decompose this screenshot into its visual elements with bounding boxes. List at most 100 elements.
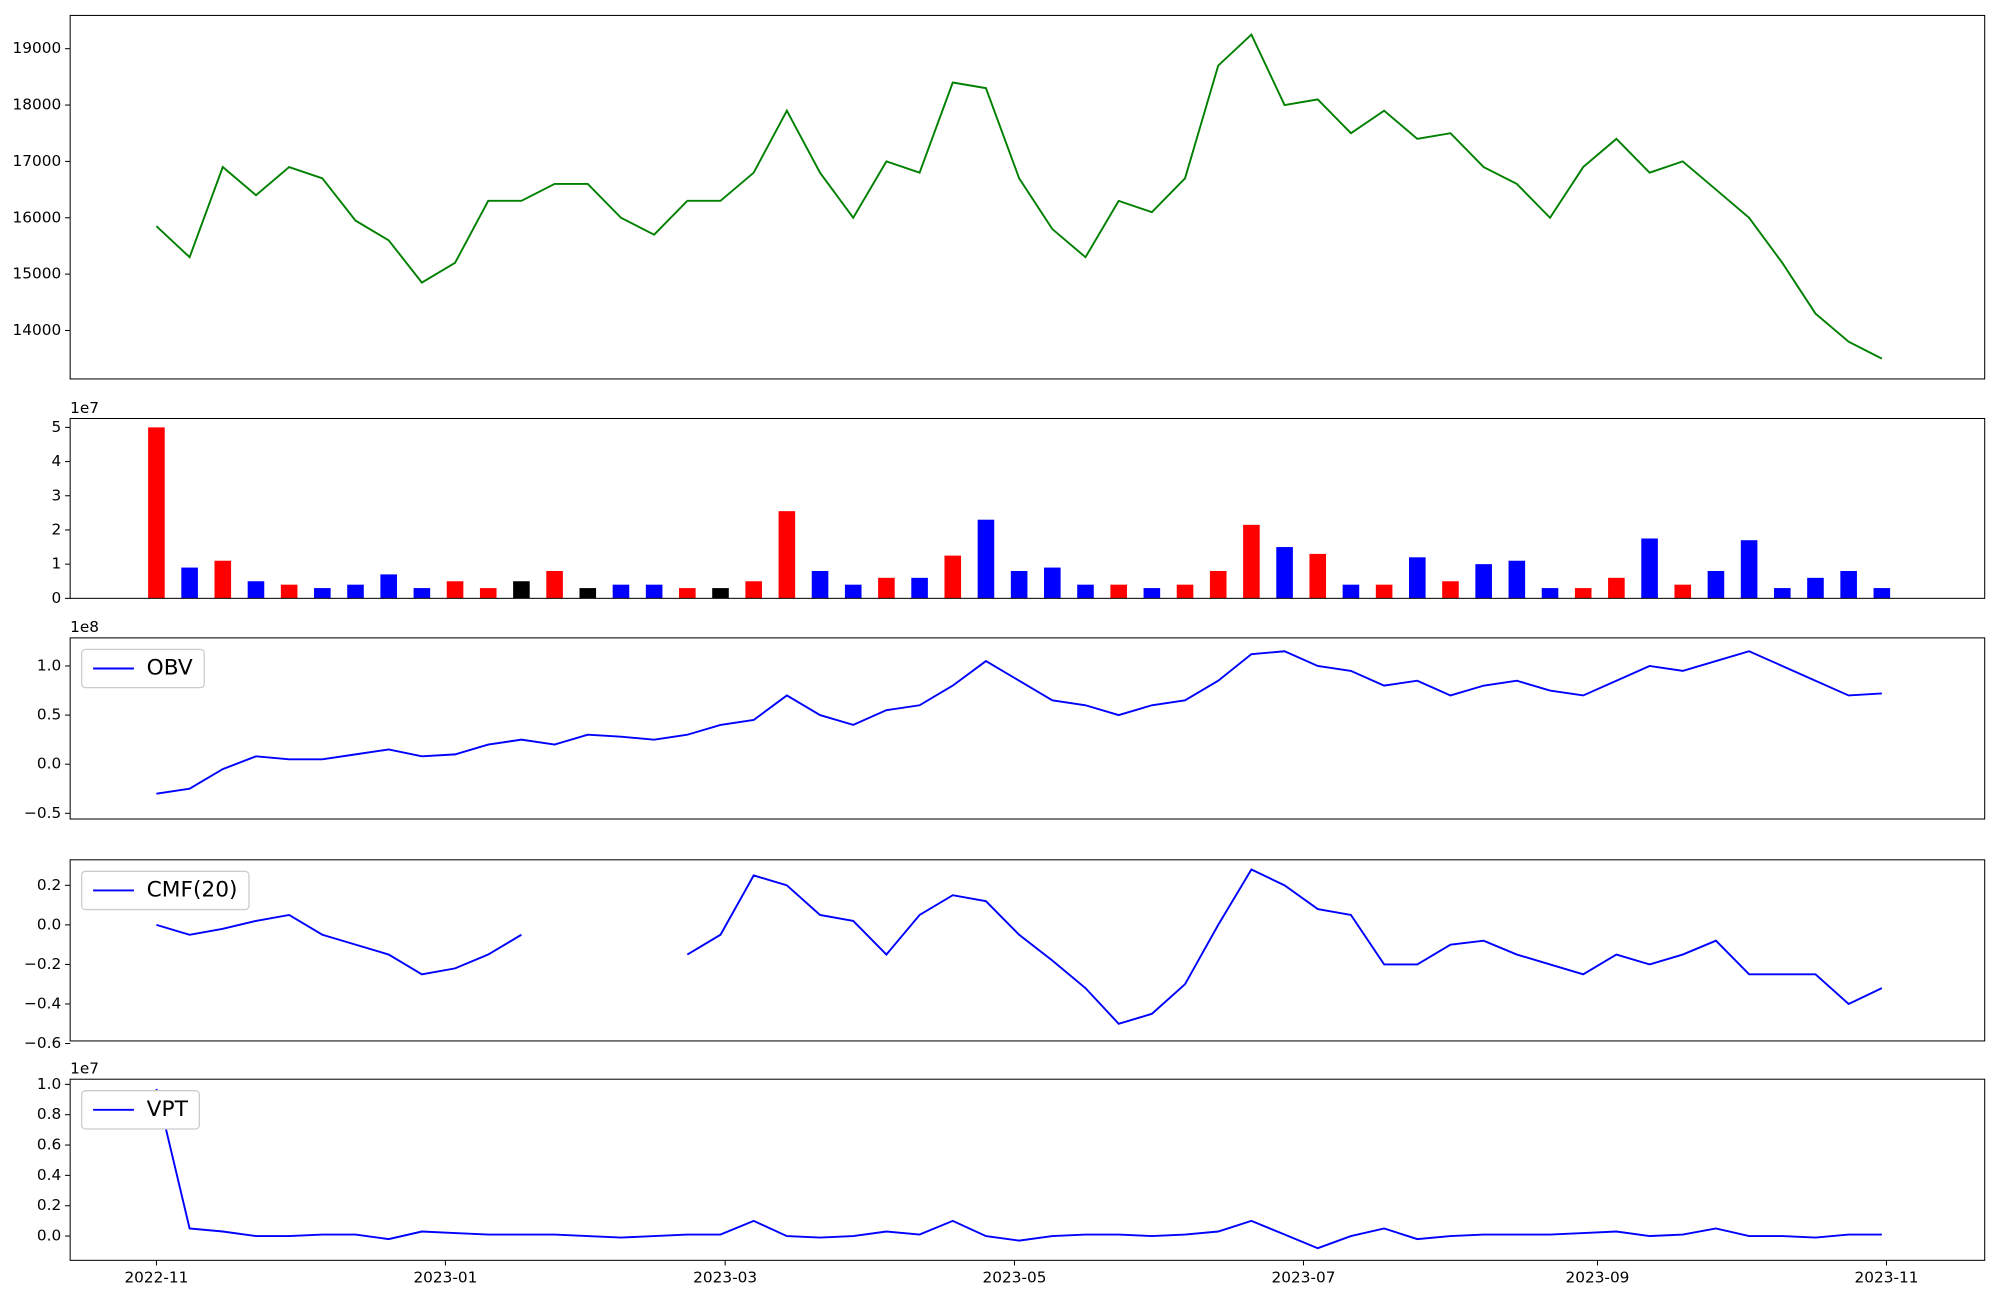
y-tick-label: 0: [51, 589, 61, 607]
volume-bar: [844, 584, 862, 599]
y-tick-label: −0.5: [24, 804, 61, 822]
plot-frame: [69, 859, 1986, 1042]
legend-box: [80, 1090, 200, 1130]
x-tick-label: 2023-01: [413, 1269, 477, 1287]
x-tick-label: 2023-07: [1272, 1269, 1336, 1287]
plot-area: [70, 418, 1985, 599]
plot-area: [70, 1079, 1985, 1261]
plot-frame: [69, 14, 1986, 380]
volume-bar: [479, 588, 497, 599]
volume-bar: [1740, 540, 1758, 599]
data-line: [156, 650, 1882, 795]
volume-bar: [1541, 588, 1559, 599]
legend-label: VPT: [147, 1097, 189, 1122]
y-tick-label: 17000: [13, 152, 62, 170]
y-tick-label: 0.4: [37, 1166, 61, 1184]
volume-bar: [347, 584, 364, 599]
volume-bar: [214, 560, 232, 599]
volume-bar: [1044, 567, 1061, 599]
y-tick-label: 0.2: [37, 876, 61, 894]
y-tick-label: 0.6: [37, 1136, 61, 1154]
volume-bar: [1243, 524, 1260, 599]
x-tick-label: 2023-03: [693, 1269, 757, 1287]
plot-area: [70, 15, 1985, 379]
volume-bar: [1807, 577, 1824, 599]
volume-bar: [1143, 588, 1161, 599]
y-tick-label: −0.6: [24, 1034, 61, 1052]
volume-bar: [1574, 588, 1592, 599]
axis-offset-label: 1e8: [70, 618, 99, 636]
y-tick-label: 0.2: [37, 1196, 61, 1214]
volume-bar: [1309, 553, 1327, 599]
y-tick-label: 1: [51, 555, 61, 573]
volume-bar: [878, 577, 895, 599]
volume-bar: [413, 588, 431, 599]
legend-label: OBV: [147, 655, 193, 680]
plot-area: [70, 859, 1985, 1041]
volume-bar: [1773, 588, 1791, 599]
volume-bar: [1508, 560, 1526, 599]
y-tick-label: 0.5: [37, 706, 61, 724]
y-tick-label: 0.8: [37, 1105, 61, 1123]
volume-bar: [1010, 570, 1028, 599]
volume-bar: [1077, 584, 1094, 599]
volume-bar: [1176, 584, 1194, 599]
volume-bar: [977, 519, 995, 599]
y-tick-label: 0.0: [37, 915, 61, 933]
y-tick-label: 2: [51, 520, 61, 538]
y-tick-label: 14000: [13, 321, 62, 339]
volume-bar: [1840, 570, 1857, 599]
legend-label: CMF(20): [147, 877, 238, 902]
volume-bar: [446, 581, 464, 599]
y-tick-label: 5: [51, 418, 61, 436]
volume-bar: [811, 570, 829, 599]
volume-bar: [612, 584, 630, 599]
y-tick-label: 0.0: [37, 1227, 61, 1245]
x-tick-label: 2022-11: [124, 1269, 188, 1287]
x-tick-label: 2023-05: [983, 1269, 1047, 1287]
volume-bar: [1276, 547, 1293, 599]
y-tick-label: 0.0: [37, 755, 61, 773]
volume-bar: [1873, 588, 1891, 599]
volume-bar: [745, 581, 762, 599]
volume-bar: [1674, 584, 1692, 599]
volume-bar: [1209, 570, 1227, 599]
volume-bar: [247, 581, 265, 599]
y-tick-label: 3: [51, 486, 61, 504]
volume-bar: [778, 511, 796, 599]
volume-bar: [911, 577, 928, 599]
y-tick-label: 1.0: [37, 656, 61, 674]
volume-bar: [380, 574, 397, 599]
volume-bar: [1110, 584, 1127, 599]
volume-bar: [679, 588, 696, 599]
volume-bar: [513, 581, 530, 599]
axis-offset-label: 1e7: [70, 399, 99, 417]
volume-bar: [645, 584, 663, 599]
x-tick-label: 2023-11: [1855, 1269, 1919, 1287]
plot-frame: [69, 417, 1986, 599]
y-tick-label: −0.2: [24, 955, 61, 973]
volume-bar: [148, 427, 165, 599]
volume-bar: [944, 555, 962, 599]
volume-bar: [1608, 577, 1625, 599]
y-tick-label: 15000: [13, 265, 62, 283]
volume-bar: [579, 588, 597, 599]
volume-bar: [1375, 584, 1393, 599]
volume-bar: [1475, 564, 1492, 599]
y-tick-label: 1.0: [37, 1075, 61, 1093]
volume-bar: [1707, 570, 1725, 599]
legend-box: [80, 648, 205, 689]
plot-area: [70, 637, 1985, 820]
volume-bar: [1442, 581, 1459, 599]
y-tick-label: 19000: [13, 39, 62, 57]
plot-frame: [69, 637, 1986, 820]
y-tick-label: −0.4: [24, 994, 61, 1012]
volume-bar: [712, 588, 729, 599]
legend-box: [80, 870, 250, 911]
volume-bar: [314, 588, 331, 599]
y-tick-label: 16000: [13, 208, 62, 226]
data-line: [155, 32, 1883, 360]
volume-bar: [280, 584, 298, 599]
volume-bar: [1641, 538, 1658, 599]
y-tick-label: 18000: [13, 96, 62, 114]
